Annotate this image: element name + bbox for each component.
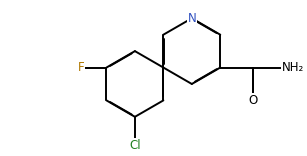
Text: NH₂: NH₂ — [282, 61, 304, 74]
Text: O: O — [248, 94, 258, 107]
Text: N: N — [188, 12, 196, 25]
Text: F: F — [78, 61, 84, 74]
Text: Cl: Cl — [129, 139, 141, 152]
